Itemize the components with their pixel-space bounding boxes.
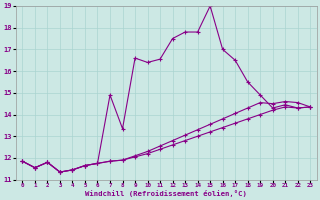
- X-axis label: Windchill (Refroidissement éolien,°C): Windchill (Refroidissement éolien,°C): [85, 190, 247, 197]
